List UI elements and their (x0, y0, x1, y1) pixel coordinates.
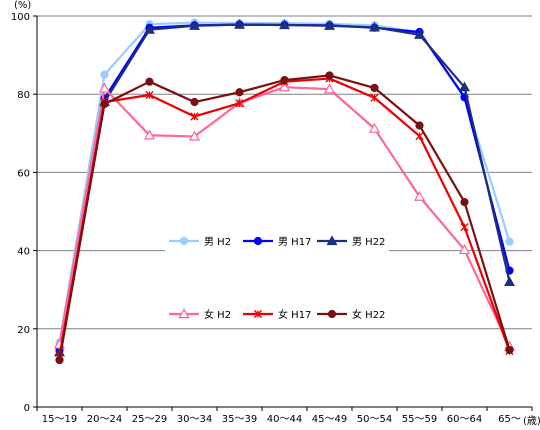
data-point (414, 29, 425, 39)
data-point (189, 20, 200, 30)
legend-label: 男 H2 (204, 236, 231, 248)
series-5 (55, 71, 514, 365)
y-tick-label: 20 (17, 325, 30, 336)
y-tick-label: 40 (17, 247, 30, 258)
data-point (235, 99, 244, 108)
data-point (253, 236, 263, 246)
legend-entry: 男 H2 (169, 236, 231, 248)
legend: 男 H2 男 H17 男 H22 女 H2 女 H17 女 H22 (165, 230, 389, 325)
data-point (145, 90, 154, 100)
y-tick-label: 60 (17, 168, 30, 179)
data-point (253, 309, 263, 319)
data-point (279, 19, 290, 30)
data-point (505, 237, 514, 246)
legend-label: 女 H22 (352, 308, 385, 321)
legend-entry: 女 H22 (317, 308, 385, 321)
data-point (415, 131, 424, 141)
y-unit-label: (%) (14, 0, 31, 11)
data-point (55, 355, 64, 365)
data-point (369, 21, 380, 32)
x-tick-label: 65～ (498, 414, 521, 425)
data-point (460, 198, 469, 207)
legend-label: 男 H17 (278, 236, 311, 248)
legend-entry: 男 H22 (317, 235, 385, 248)
x-tick-label: 20～24 (87, 414, 122, 425)
x-tick-labels: 15～19 20～24 25～29 30～34 35～39 40～44 45～49 50～54… (42, 414, 521, 425)
grid-lines (37, 15, 532, 330)
y-tick-label: 80 (17, 90, 30, 101)
data-point (413, 190, 426, 201)
x-tick-label: 60～64 (447, 414, 482, 425)
data-point (278, 81, 291, 92)
data-point (178, 308, 190, 319)
data-point (460, 223, 469, 232)
series-group (53, 18, 516, 365)
data-point (325, 71, 334, 80)
x-tick-label: 15～19 (42, 414, 77, 425)
data-point (144, 24, 155, 34)
legend-entry: 男 H17 (243, 236, 311, 248)
x-tick-label: 50～54 (357, 414, 392, 425)
y-tick-label: 0 (24, 403, 30, 414)
legend-entry: 女 H2 (169, 308, 231, 321)
data-point (504, 276, 515, 286)
data-point (280, 76, 289, 85)
data-point (458, 243, 471, 255)
y-tick-labels: 0 20 40 60 80 100 (11, 12, 30, 414)
x-tick-label: 30～34 (177, 414, 212, 425)
data-point (145, 77, 154, 86)
x-tick-label: 45～49 (312, 414, 347, 425)
data-point (459, 81, 470, 92)
data-point (370, 83, 379, 93)
data-point (327, 309, 337, 319)
data-point (234, 18, 245, 29)
data-point (190, 112, 199, 121)
data-point (323, 83, 336, 94)
data-point (505, 345, 514, 355)
legend-box (165, 230, 389, 252)
series-line (58, 23, 511, 351)
data-point (100, 99, 109, 109)
x-tick-label: 35～39 (222, 414, 257, 425)
data-point (370, 93, 379, 102)
y-tick-label: 100 (11, 12, 30, 23)
data-point (235, 88, 244, 97)
axes (33, 15, 533, 411)
legend-label: 女 H2 (204, 308, 231, 321)
data-point (368, 122, 381, 133)
data-point (415, 121, 424, 130)
data-point (324, 20, 335, 30)
legend-entry: 女 H17 (243, 308, 311, 321)
legend-box (165, 303, 389, 325)
x-tick-label: 25～29 (132, 414, 167, 425)
data-point (143, 129, 156, 140)
data-point (326, 235, 338, 246)
data-point (188, 130, 201, 141)
legend-label: 男 H22 (352, 236, 385, 248)
data-point (100, 70, 109, 79)
data-point (190, 97, 199, 107)
x-unit-label: (歳) (523, 415, 540, 426)
data-point (98, 82, 111, 93)
x-tick-label: 40～44 (267, 414, 302, 425)
data-point (179, 236, 189, 246)
legend-label: 女 H17 (278, 308, 311, 321)
x-tick-label: 55～59 (402, 414, 437, 425)
